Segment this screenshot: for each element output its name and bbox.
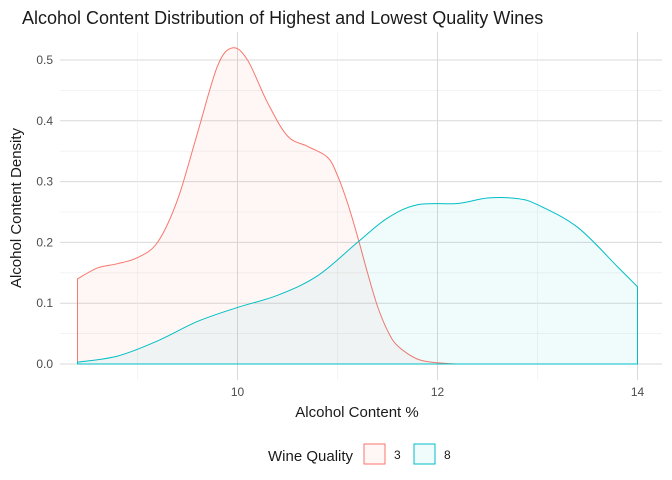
legend-label-8: 8	[444, 448, 451, 462]
y-tick-label: 0.2	[36, 235, 53, 249]
y-tick-label: 0.5	[36, 53, 53, 67]
density-line-8	[77, 197, 638, 365]
legend-item-8: 8	[413, 443, 451, 465]
legend-key-8	[413, 443, 436, 465]
density-line-3	[77, 47, 458, 365]
y-tick-label: 0.4	[36, 114, 53, 128]
x-axis-ticks: 10 12 14	[231, 385, 645, 399]
y-tick-label: 0.1	[36, 296, 53, 310]
legend-item-3: 3	[363, 443, 401, 465]
y-axis-ticks: 0.0 0.1 0.2 0.3 0.4 0.5	[36, 53, 53, 371]
chart-title: Alcohol Content Distribution of Highest …	[22, 8, 543, 28]
y-tick-label: 0.0	[36, 357, 53, 371]
legend: Wine Quality 3 8	[268, 443, 451, 465]
x-axis-title: Alcohol Content %	[295, 404, 418, 421]
legend-label-3: 3	[394, 448, 401, 462]
legend-key-3	[363, 443, 386, 465]
density-fill-3	[77, 47, 458, 364]
x-tick-label: 12	[431, 385, 445, 399]
legend-title: Wine Quality	[268, 448, 354, 465]
y-tick-label: 0.3	[36, 175, 53, 189]
density-fill-8	[77, 197, 638, 364]
y-axis-title: Alcohol Content Density	[8, 127, 25, 288]
x-tick-label: 10	[231, 385, 245, 399]
density-areas	[77, 47, 638, 365]
x-tick-label: 14	[631, 385, 645, 399]
